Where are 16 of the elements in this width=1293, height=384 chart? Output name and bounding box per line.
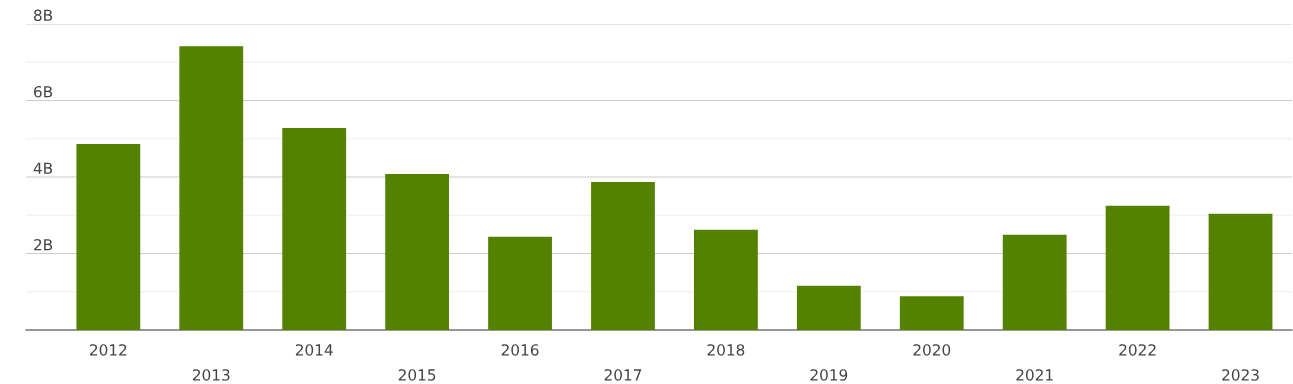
y-tick-label: 8B <box>33 9 53 22</box>
x-tick-label: 2022 <box>1119 344 1156 356</box>
x-tick-label: 2019 <box>810 369 848 381</box>
x-tick-label: 2014 <box>295 344 333 356</box>
x-tick-label: 2016 <box>501 344 539 356</box>
x-tick-label: 2023 <box>1222 369 1259 381</box>
x-tick-label: 2021 <box>1016 369 1053 381</box>
x-tick-label: 2012 <box>90 344 127 356</box>
x-tick-label: 2018 <box>707 344 745 356</box>
y-tick-label: 2B <box>34 238 53 251</box>
x-tick-label: 2020 <box>913 344 951 356</box>
x-tick-label: 2017 <box>604 369 642 381</box>
x-tick-label: 2013 <box>192 369 230 381</box>
y-tick-label: 6B <box>34 85 53 98</box>
x-tick-label: 2015 <box>398 369 436 381</box>
y-tick-label: 4B <box>33 162 53 174</box>
